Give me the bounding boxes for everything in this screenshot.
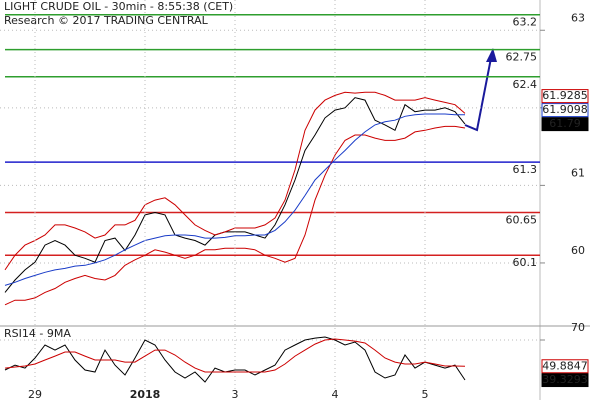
x-tick-label: 3 bbox=[232, 388, 239, 400]
series-line bbox=[4, 336, 466, 383]
panel-title: RSI14 - 9MA bbox=[4, 327, 71, 340]
series-line bbox=[4, 113, 465, 286]
value-box-label: 49.8847 bbox=[542, 359, 588, 372]
level-label: 60.65 bbox=[506, 214, 538, 227]
series-line bbox=[4, 97, 466, 293]
x-tick-label: 4 bbox=[332, 388, 339, 400]
y-tick-label: 61 bbox=[571, 166, 585, 179]
value-box bbox=[541, 359, 589, 374]
series-line bbox=[4, 338, 466, 373]
x-tick-label: 2018 bbox=[130, 388, 161, 400]
level-label: 60.1 bbox=[513, 256, 538, 269]
value-box-label: 61.9098 bbox=[542, 103, 588, 116]
value-box-label: 61.79 bbox=[549, 117, 581, 130]
value-box bbox=[541, 117, 589, 132]
y-tick-label: 70 bbox=[571, 321, 585, 334]
level-label: 62.4 bbox=[513, 78, 538, 91]
value-box-label: 61.9285 bbox=[542, 89, 588, 102]
value-box bbox=[541, 373, 589, 388]
x-tick-label: 5 bbox=[422, 388, 429, 400]
y-tick-label: 63 bbox=[571, 11, 585, 24]
forecast-arrow bbox=[464, 57, 492, 132]
level-label: 61.3 bbox=[513, 163, 538, 176]
chart-subtitle: Research © 2017 TRADING CENTRAL bbox=[4, 14, 209, 27]
forecast-arrowhead bbox=[486, 48, 497, 62]
value-box bbox=[541, 103, 589, 118]
value-box-label: 39.3293 bbox=[542, 373, 588, 386]
x-tick-label: 29 bbox=[28, 388, 42, 400]
chart-title: LIGHT CRUDE OIL - 30min - 8:55:38 (CET) bbox=[4, 0, 233, 13]
y-tick-label: 60 bbox=[571, 244, 585, 257]
level-label: 62.75 bbox=[506, 51, 538, 64]
value-box bbox=[541, 89, 589, 104]
level-label: 63.2 bbox=[513, 16, 538, 29]
